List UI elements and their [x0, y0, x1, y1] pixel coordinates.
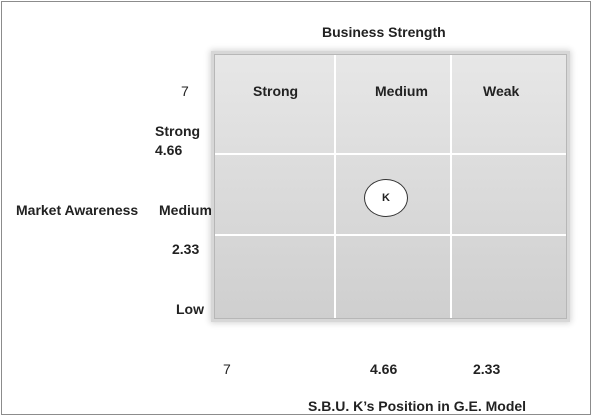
y-label-medium: Medium — [159, 202, 212, 218]
grid-divider-v1 — [334, 55, 336, 318]
x-tick-4-66: 4.66 — [370, 361, 398, 377]
x-tick-7: 7 — [223, 361, 231, 377]
column-header-medium: Medium — [375, 83, 428, 99]
sbu-k-marker: K — [364, 179, 408, 217]
y-label-strong: Strong — [155, 123, 201, 139]
figure-caption: S.B.U. K’s Position in G.E. Model — [308, 398, 527, 414]
y-axis-title: Market Awareness — [16, 202, 139, 218]
y-label-low: Low — [176, 301, 204, 317]
business-strength-title: Business Strength — [322, 24, 446, 40]
grid-divider-h1 — [215, 153, 566, 155]
grid-divider-v2 — [450, 55, 452, 318]
x-tick-2-33: 2.33 — [473, 361, 501, 377]
y-top-value: 7 — [181, 83, 189, 99]
column-header-weak: Weak — [483, 83, 520, 99]
y-value-2-33: 2.33 — [172, 241, 200, 257]
column-header-strong: Strong — [253, 83, 299, 99]
grid-divider-h2 — [215, 234, 566, 236]
marker-label: K — [382, 192, 390, 204]
ge-matrix-grid: Strong Medium Weak — [214, 54, 567, 319]
y-value-4-66: 4.66 — [155, 142, 183, 158]
